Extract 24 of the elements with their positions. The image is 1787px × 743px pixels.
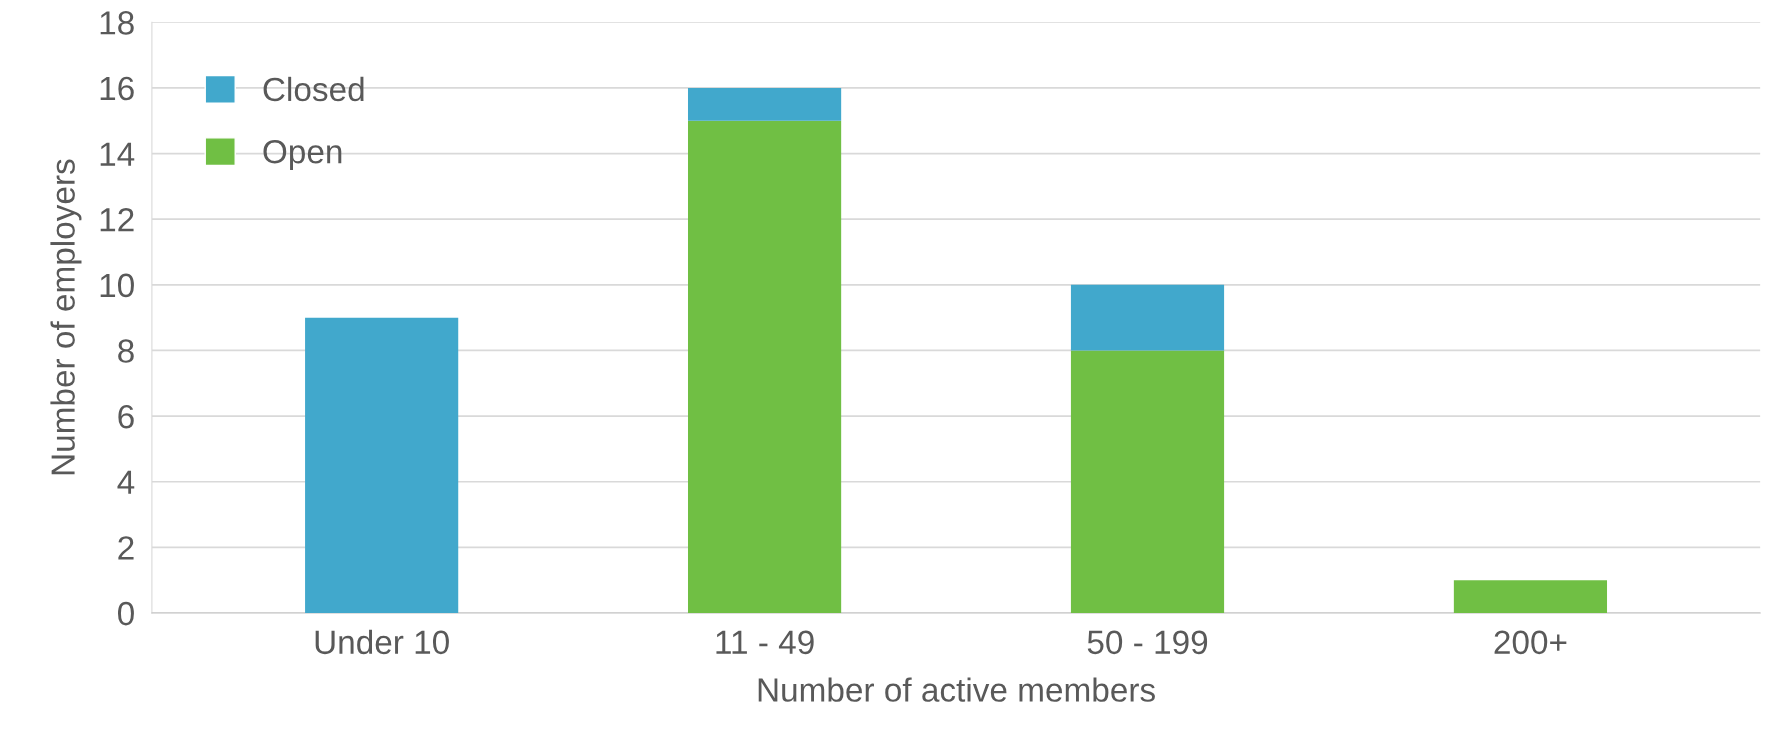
bar <box>1070 284 1225 351</box>
legend-label: Open <box>263 139 342 171</box>
y-tick-label: 18 <box>100 11 134 35</box>
y-tick-label: 2 <box>118 536 134 560</box>
bar <box>305 317 459 613</box>
y-tick-label: 4 <box>117 470 135 494</box>
y-tick-label: 16 <box>100 76 134 101</box>
bar <box>687 87 842 121</box>
x-tick-label: 200+ <box>1494 630 1567 655</box>
bar <box>687 120 842 613</box>
legend-label: Closed <box>263 76 364 102</box>
x-axis-title: Number of active members <box>758 677 1155 702</box>
bar <box>1453 580 1608 613</box>
y-tick-label: 8 <box>118 339 134 363</box>
x-tick-label: Under 10 <box>315 629 449 655</box>
y-tick-label: 12 <box>100 207 134 232</box>
y-tick-label: 14 <box>100 142 135 166</box>
y-axis-title: Number of employers <box>50 159 82 475</box>
bar <box>1070 350 1225 613</box>
y-tick-label: 6 <box>118 404 134 429</box>
x-tick-label: 50 - 199 <box>1087 630 1208 655</box>
y-tick-label: 0 <box>117 601 134 626</box>
y-tick-label: 10 <box>100 273 134 298</box>
x-tick-label: 11 - 49 <box>716 630 814 655</box>
